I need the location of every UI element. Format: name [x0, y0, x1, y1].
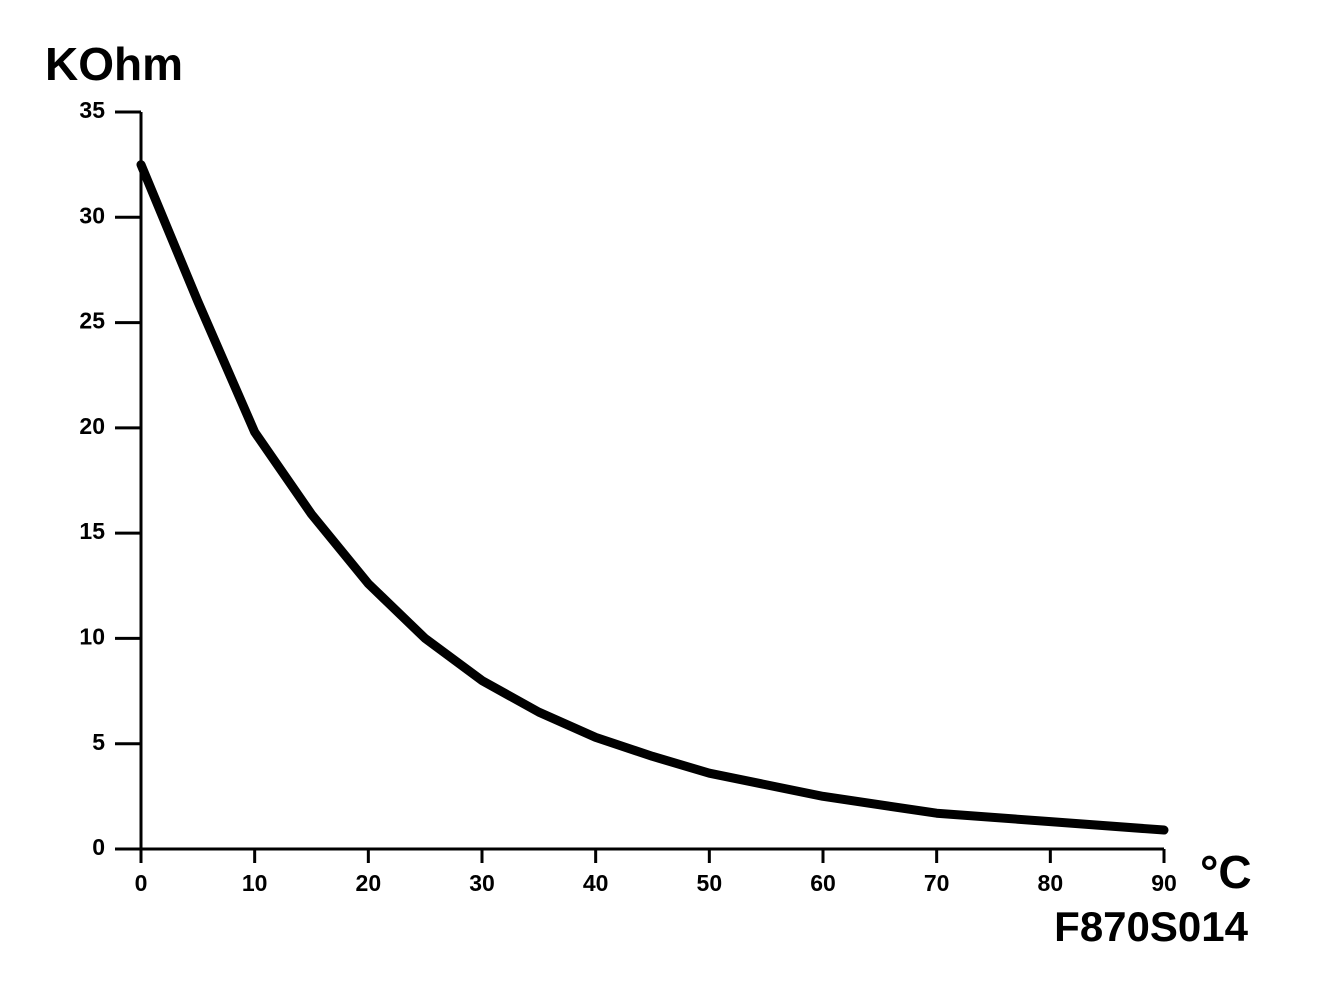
x-tick-label: 90 [1151, 870, 1177, 896]
y-tick-label: 15 [79, 518, 105, 544]
x-tick-label: 10 [242, 870, 268, 896]
y-tick-label: 20 [79, 413, 105, 439]
x-tick-label: 30 [469, 870, 495, 896]
x-tick-label: 70 [924, 870, 950, 896]
x-tick-label: 80 [1038, 870, 1064, 896]
y-axis-label: KOhm [45, 38, 183, 90]
y-tick-label: 5 [92, 729, 105, 755]
line [136, 160, 1169, 835]
x-axis-label: °C [1200, 846, 1252, 898]
x-tick-label: 40 [583, 870, 609, 896]
annotation: F870S014 [1054, 903, 1248, 950]
y-tick-label: 10 [79, 624, 105, 650]
x-tick-label: 20 [356, 870, 382, 896]
x-tick-label: 0 [135, 870, 148, 896]
y-tick-label: 25 [79, 308, 105, 334]
x-tick-label: 50 [697, 870, 723, 896]
y-tick-label: 35 [79, 97, 105, 123]
x-tick-label: 60 [810, 870, 836, 896]
y-tick-label: 0 [92, 834, 105, 860]
y-tick-label: 30 [79, 202, 105, 228]
